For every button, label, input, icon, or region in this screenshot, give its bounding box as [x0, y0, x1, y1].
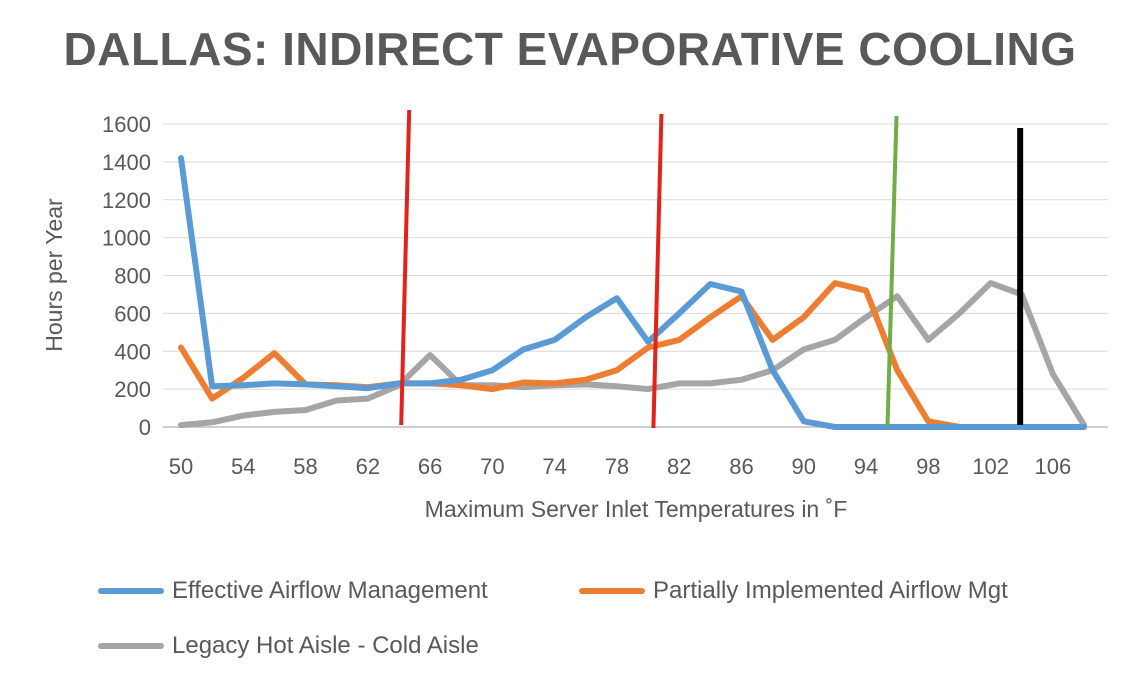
x-tick-label: 74 [542, 454, 566, 479]
x-tick-label: 66 [418, 454, 442, 479]
legend-swatch-partial [579, 588, 645, 594]
y-tick-label: 600 [114, 301, 151, 326]
legend-swatch-legacy [98, 643, 164, 649]
x-tick-label: 90 [792, 454, 816, 479]
threshold-line-red-1 [399, 109, 412, 426]
legend-item-partial[interactable]: Partially Implemented Airflow Mgt [579, 577, 1008, 605]
legend-label-legacy: Legacy Hot Aisle - Cold Aisle [172, 632, 479, 659]
x-tick-label: 86 [729, 454, 753, 479]
y-tick-label: 1400 [102, 150, 151, 175]
legend-item-effective[interactable]: Effective Airflow Management [98, 577, 488, 605]
y-tick-label: 1600 [102, 112, 151, 137]
x-tick-label: 94 [854, 454, 878, 479]
y-tick-label: 0 [139, 415, 151, 440]
x-tick-label: 58 [293, 454, 317, 479]
threshold-line-red-2 [651, 113, 664, 429]
x-axis-label: Maximum Server Inlet Temperatures in ˚F [425, 496, 848, 522]
x-tick-label: 54 [231, 454, 255, 479]
series-line-effective [178, 155, 1087, 430]
x-tick-label: 70 [480, 454, 504, 479]
legend-label-effective: Effective Airflow Management [172, 577, 488, 604]
x-tick-label: 50 [169, 454, 193, 479]
y-tick-label: 800 [114, 264, 151, 289]
legend-label-partial: Partially Implemented Airflow Mgt [653, 577, 1008, 604]
chart-title: DALLAS: INDIRECT EVAPORATIVE COOLING [63, 23, 1077, 75]
series-line-legacy [178, 280, 1087, 429]
x-tick-label: 78 [605, 454, 629, 479]
x-tick-label: 102 [972, 454, 1009, 479]
legend-item-legacy[interactable]: Legacy Hot Aisle - Cold Aisle [98, 632, 479, 660]
x-tick-label: 106 [1035, 454, 1072, 479]
legend-swatch-effective [98, 588, 164, 594]
y-tick-label: 1200 [102, 188, 151, 213]
x-tick-label: 98 [916, 454, 940, 479]
x-tick-label: 82 [667, 454, 691, 479]
y-tick-label: 1000 [102, 226, 151, 251]
y-tick-label: 400 [114, 339, 151, 364]
y-tick-label: 200 [114, 377, 151, 402]
threshold-line-green [885, 115, 899, 427]
x-tick-label: 62 [356, 454, 380, 479]
y-axis-label: Hours per Year [41, 198, 67, 352]
